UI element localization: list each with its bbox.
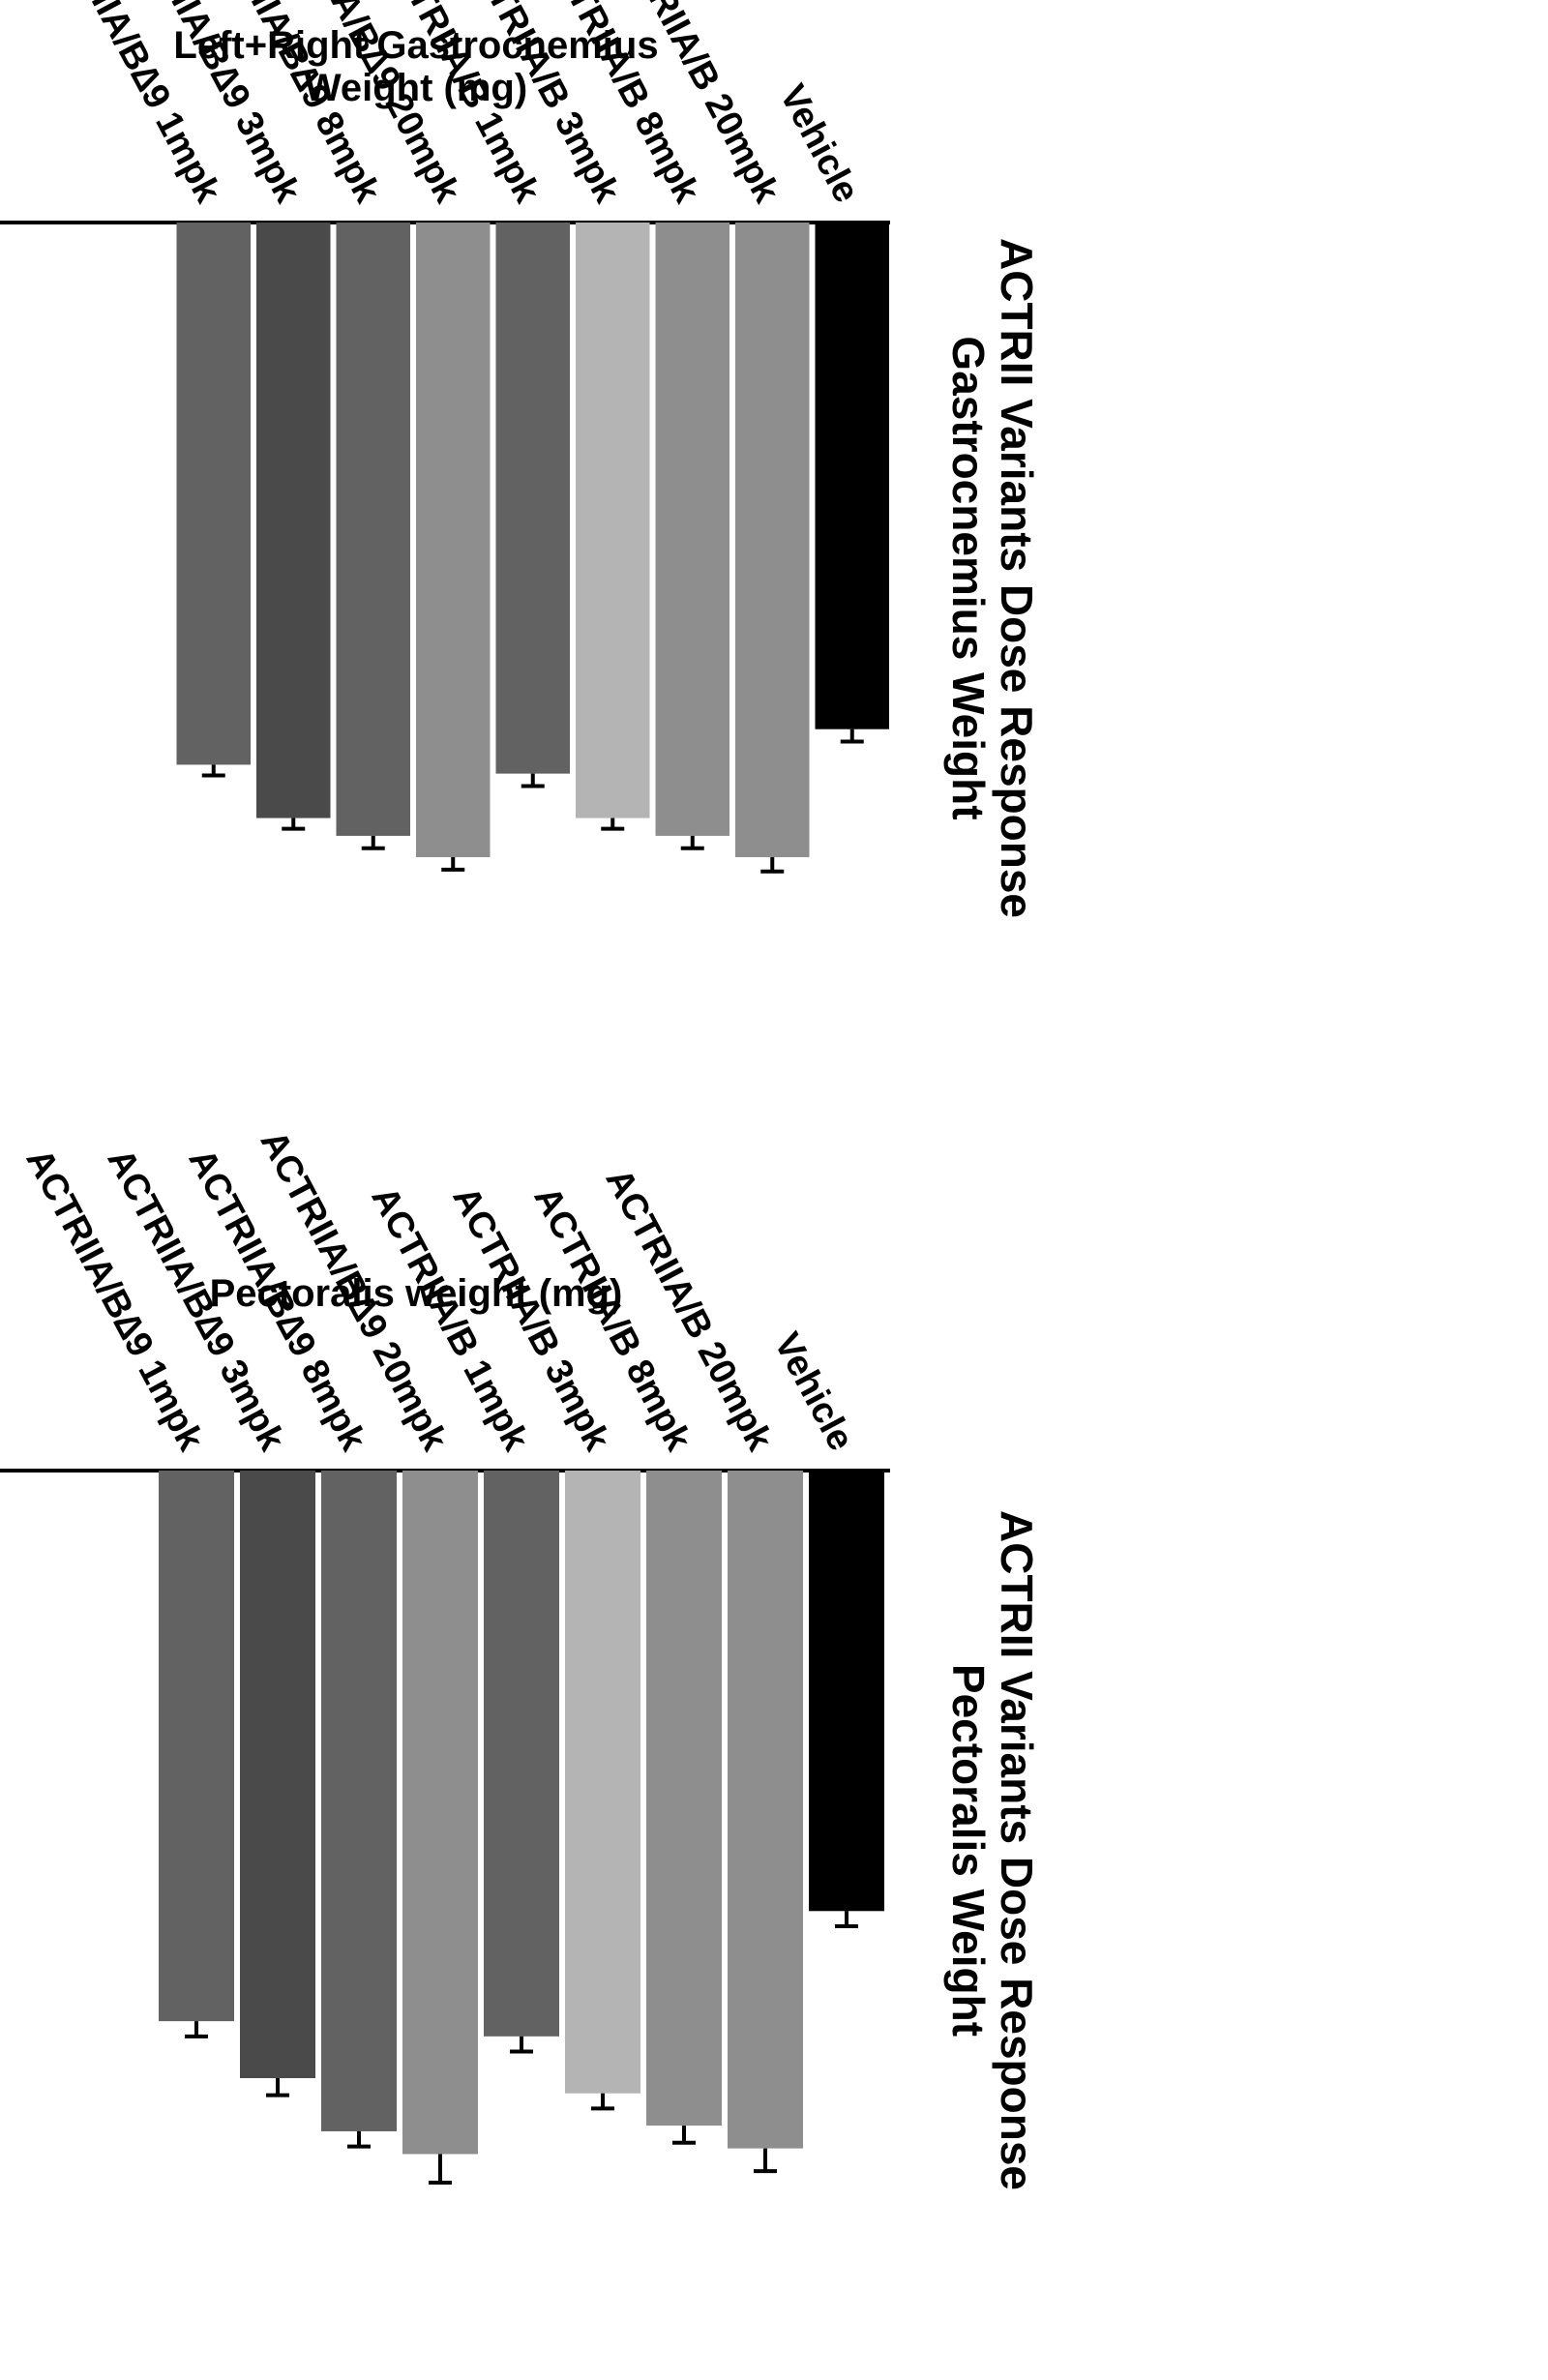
bar bbox=[256, 223, 331, 818]
bar bbox=[159, 1471, 234, 2022]
chart-title: ACTRII Variants Dose Response bbox=[992, 1510, 1042, 2190]
bar bbox=[336, 223, 410, 836]
bar bbox=[646, 1471, 722, 2127]
bar bbox=[240, 1471, 315, 2078]
bar bbox=[176, 223, 251, 765]
y-axis-label: Left+Right Gastrocnemius Weight (mg) bbox=[173, 24, 658, 109]
bar bbox=[495, 223, 570, 774]
bar bbox=[484, 1471, 559, 2037]
y-axis-label-line: Weight (mg) bbox=[305, 67, 527, 109]
bar bbox=[815, 223, 889, 729]
bar bbox=[321, 1471, 397, 2131]
y-axis-label-line: Left+Right Gastrocnemius bbox=[173, 24, 658, 67]
bar bbox=[809, 1471, 884, 1912]
bar bbox=[728, 1471, 803, 2149]
bar bbox=[735, 223, 810, 857]
chart-title: ACTRII Variants Dose Response bbox=[992, 238, 1042, 918]
bar bbox=[565, 1471, 640, 2094]
y-axis-label: Pectoralis weight (mg) bbox=[210, 1272, 623, 1315]
chart-subtitle: Pectoralis Weight bbox=[943, 1664, 994, 2037]
chart-panel-9b: ACTRII Variants Dose ResponseGastrocnemi… bbox=[0, 0, 1042, 918]
bar bbox=[576, 223, 650, 818]
bar bbox=[402, 1471, 478, 2155]
chart-subtitle: Gastrocnemius Weight bbox=[943, 336, 994, 819]
bar bbox=[655, 223, 729, 836]
y-axis-label-line: Pectoralis weight (mg) bbox=[210, 1272, 623, 1315]
bar bbox=[416, 223, 491, 857]
chart-panel-9a: ACTRII Variants Dose ResponsePectoralis … bbox=[0, 1124, 1042, 2190]
